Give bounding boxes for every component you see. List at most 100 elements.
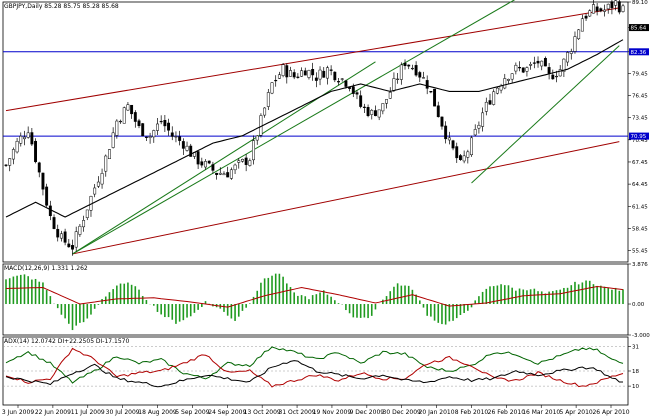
candle-body xyxy=(462,155,466,162)
candle-body xyxy=(222,173,226,176)
candle xyxy=(407,64,411,70)
y-tick-label: 3.876 xyxy=(632,262,648,268)
candle-body xyxy=(237,160,241,163)
candle xyxy=(241,158,244,163)
candle-body xyxy=(433,88,437,107)
candle-body xyxy=(270,82,274,94)
candle xyxy=(248,158,252,167)
candle-body xyxy=(167,122,171,131)
candle-body xyxy=(263,107,267,116)
candle-body xyxy=(218,172,222,175)
adx-series-line xyxy=(5,347,624,388)
candle xyxy=(529,61,533,70)
y-tick-label: 31 xyxy=(632,344,639,350)
candle xyxy=(93,184,97,198)
candle-body xyxy=(333,71,337,81)
candle-body xyxy=(48,205,52,217)
candle-body xyxy=(521,67,525,73)
candle xyxy=(403,59,407,70)
candle-body xyxy=(126,104,130,111)
candle-body xyxy=(74,231,78,248)
candle xyxy=(133,110,137,128)
candle xyxy=(562,58,566,78)
candle xyxy=(107,148,111,159)
candle-body xyxy=(543,58,547,67)
candle-body xyxy=(359,95,363,107)
candle-body xyxy=(148,136,152,138)
candle xyxy=(41,172,45,196)
candle-body xyxy=(610,1,614,9)
candle xyxy=(85,209,89,221)
candle xyxy=(422,71,425,79)
level-price-tag-label: 70.95 xyxy=(631,134,647,140)
level-price-tag-label: 82.36 xyxy=(631,50,647,56)
candle xyxy=(270,82,274,95)
candle-body xyxy=(133,112,137,122)
candle-body xyxy=(19,135,23,144)
candle xyxy=(259,113,263,138)
candle xyxy=(348,86,352,92)
candle-body xyxy=(241,158,244,162)
candle-body xyxy=(477,124,481,129)
candle-body xyxy=(573,36,577,52)
y-tick-label: 76.45 xyxy=(632,93,648,99)
candle-body xyxy=(540,60,544,67)
candle-body xyxy=(4,164,8,166)
candle xyxy=(67,238,71,248)
candle xyxy=(122,106,126,124)
candle xyxy=(540,60,544,71)
candle-body xyxy=(614,0,618,6)
candle xyxy=(599,7,603,13)
candle xyxy=(263,107,267,118)
candle xyxy=(167,118,171,136)
y-tick-label: 18 xyxy=(632,369,639,375)
candle-body xyxy=(111,132,115,148)
y-tick-label: 67.45 xyxy=(632,160,648,166)
candle-body xyxy=(536,60,540,64)
candle-body xyxy=(26,132,30,138)
candle xyxy=(551,69,555,80)
candle-body xyxy=(396,78,400,80)
candle xyxy=(510,73,514,84)
candle xyxy=(588,9,592,18)
candle-body xyxy=(277,74,281,79)
candle-body xyxy=(34,140,38,163)
candle xyxy=(377,109,381,121)
candle xyxy=(274,75,278,87)
candle-body xyxy=(374,110,377,117)
candle-body xyxy=(329,69,333,71)
candle xyxy=(591,0,595,14)
candle-body xyxy=(337,81,340,83)
candle xyxy=(355,90,359,100)
candle-body xyxy=(178,136,182,141)
candle-body xyxy=(215,172,219,175)
candle-body xyxy=(492,91,496,105)
candle-body xyxy=(266,92,270,107)
candle xyxy=(211,161,215,174)
candle-body xyxy=(156,123,159,131)
candle-body xyxy=(300,70,304,77)
x-tick-label: 31 Oct 2009 xyxy=(279,409,316,416)
candle xyxy=(477,121,481,134)
candle xyxy=(532,56,536,69)
candle xyxy=(30,128,34,146)
candle-body xyxy=(481,112,485,127)
candle-body xyxy=(381,103,385,112)
price-panel-header: GBPJPY,Daily 85.28 85.75 85.28 85.68 xyxy=(4,3,119,10)
candle-body xyxy=(503,78,507,89)
candle xyxy=(473,124,477,137)
candle xyxy=(252,135,255,165)
candle-body xyxy=(244,157,248,165)
candle-body xyxy=(52,217,56,229)
candle-body xyxy=(233,164,237,171)
candle-body xyxy=(229,169,233,179)
candle-body xyxy=(580,18,584,32)
candle-body xyxy=(566,52,570,63)
candle-body xyxy=(551,74,555,80)
candle-body xyxy=(425,80,429,89)
candle-body xyxy=(451,140,455,149)
candle xyxy=(617,0,621,15)
candle xyxy=(314,72,318,88)
candle xyxy=(311,62,315,81)
candle-body xyxy=(281,64,285,76)
